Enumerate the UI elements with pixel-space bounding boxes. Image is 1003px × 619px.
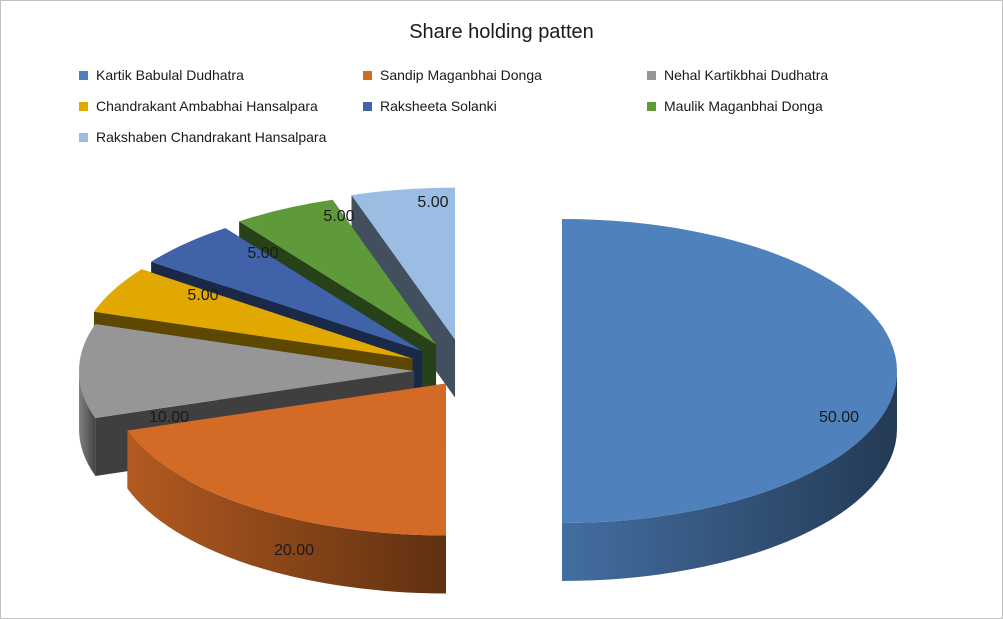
pie-slice-1-top: [127, 383, 447, 536]
legend: Kartik Babulal Dudhatra Sandip Maganbhai…: [79, 67, 979, 145]
legend-item-3: Chandrakant Ambabhai Hansalpara: [79, 98, 363, 114]
pie-slice-5-top: [239, 199, 437, 345]
data-label-5: 5.00: [323, 208, 354, 225]
data-label-6: 5.00: [417, 194, 448, 211]
data-label-2: 10.00: [149, 409, 189, 426]
legend-swatch-6: [79, 132, 88, 142]
data-label-1: 20.00: [274, 542, 314, 559]
legend-swatch-0: [79, 70, 88, 80]
pie-slice-1: [127, 383, 447, 594]
legend-label-4: Raksheeta Solanki: [380, 98, 497, 114]
legend-label-3: Chandrakant Ambabhai Hansalpara: [96, 98, 318, 114]
legend-label-0: Kartik Babulal Dudhatra: [96, 67, 244, 83]
legend-label-1: Sandip Maganbhai Donga: [380, 67, 542, 83]
pie-slice-0: [562, 219, 897, 581]
legend-item-0: Kartik Babulal Dudhatra: [79, 67, 363, 83]
legend-label-2: Nehal Kartikbhai Dudhatra: [664, 67, 829, 83]
legend-label-6: Rakshaben Chandrakant Hansalpara: [96, 129, 327, 145]
pie-slice-0-front: [562, 371, 897, 581]
pie-slice-6-top: [351, 187, 456, 340]
legend-label-5: Maulik Maganbhai Donga: [664, 98, 823, 114]
pie-slice-3-top: [93, 269, 413, 359]
legend-item-2: Nehal Kartikbhai Dudhatra: [647, 67, 931, 83]
pie-slice-2-top: [78, 324, 414, 418]
legend-swatch-4: [363, 101, 372, 111]
legend-item-4: Raksheeta Solanki: [363, 98, 647, 114]
legend-swatch-1: [363, 70, 372, 80]
data-label-3: 5.00: [187, 287, 218, 304]
pie-slice-4-top: [151, 228, 423, 352]
pie-slice-2-front: [79, 371, 96, 476]
pie-slice-0-top: [562, 219, 897, 523]
legend-item-5: Maulik Maganbhai Donga: [647, 98, 931, 114]
legend-swatch-3: [79, 101, 88, 111]
legend-swatch-5: [647, 101, 656, 111]
pie-slice-1-front: [127, 430, 447, 594]
legend-item-6: Rakshaben Chandrakant Hansalpara: [79, 129, 363, 145]
legend-item-1: Sandip Maganbhai Donga: [363, 67, 647, 83]
legend-swatch-2: [647, 70, 656, 80]
data-label-0: 50.00: [819, 409, 859, 426]
chart-title: Share holding patten: [409, 21, 594, 43]
data-label-4: 5.00: [247, 245, 278, 262]
